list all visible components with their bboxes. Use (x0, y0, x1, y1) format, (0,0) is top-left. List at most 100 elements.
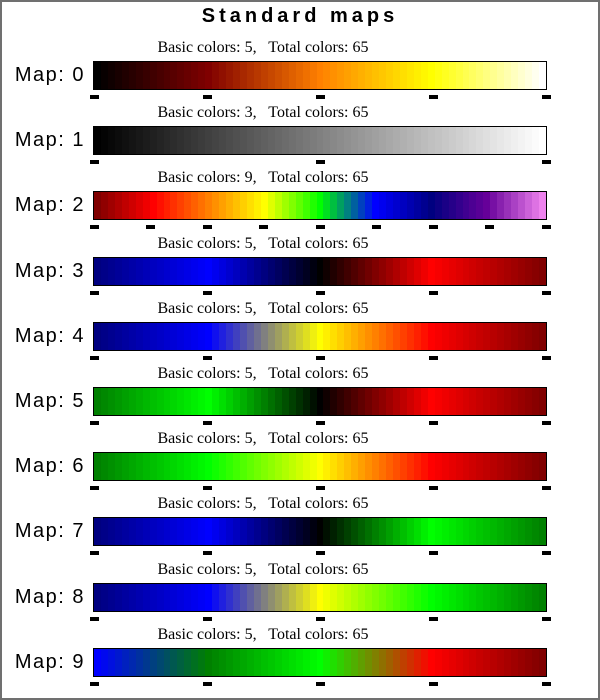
colormap-cell (219, 649, 227, 676)
colormap-cell (518, 518, 526, 545)
colormap-cell (337, 518, 345, 545)
colormap-cell (191, 518, 199, 545)
colormap-cell (323, 453, 331, 480)
colormap-cell (163, 323, 171, 350)
colormap-bar (93, 387, 547, 416)
colormap-cell (497, 453, 505, 480)
map-label: Map: 0 (14, 64, 85, 86)
colormap-cell (142, 192, 150, 219)
colormap-cell (253, 649, 261, 676)
colormap-cell (365, 323, 373, 350)
basic-color-tick (316, 551, 325, 555)
colormap-cell (483, 192, 491, 219)
colormap-cell (191, 258, 199, 285)
colormap-cell (476, 453, 484, 480)
colormap-cell (226, 62, 234, 89)
colormap-cell (469, 323, 477, 350)
colormap-cell (316, 518, 324, 545)
colormap-cell (100, 649, 108, 676)
colormap-cell (427, 388, 435, 415)
colormap-cell (330, 649, 338, 676)
colormap-cell (107, 584, 115, 611)
basic-color-tick (90, 682, 99, 686)
colormap-cell (351, 62, 359, 89)
colormap-cell (107, 649, 115, 676)
colormap-cell (149, 388, 157, 415)
colormap-cell (205, 649, 213, 676)
colormap-cell (497, 62, 505, 89)
colormap-cell (316, 649, 324, 676)
colormap-cell (323, 323, 331, 350)
colormap-cell (441, 388, 449, 415)
colormap-cell (344, 192, 352, 219)
colormap-cell (219, 584, 227, 611)
colormap-cell (532, 453, 539, 480)
colormap-cell (121, 649, 129, 676)
colormap-cell (309, 258, 317, 285)
colormap-cell (233, 388, 241, 415)
colormap-cell (191, 649, 199, 676)
basic-color-tick (429, 95, 438, 99)
map-caption: Basic colors: 5, Total colors: 65 (157, 365, 369, 382)
colormap-cell (240, 192, 247, 219)
colormap-cell (469, 518, 477, 545)
colormap-cell (253, 584, 261, 611)
colormap-cell (205, 127, 213, 154)
colormap-cell (532, 584, 539, 611)
colormap-cell (121, 258, 129, 285)
colormap-cell (107, 192, 115, 219)
colormap-cell (420, 453, 428, 480)
colormap-cell (135, 584, 143, 611)
colormap-cell (525, 649, 533, 676)
colormap-cell (274, 323, 282, 350)
colormap-cell (379, 323, 387, 350)
colormap-cell (358, 518, 366, 545)
basic-color-tick (316, 356, 325, 360)
colormap-cell (191, 192, 199, 219)
colormap-cell (260, 127, 268, 154)
colormap-cell (205, 453, 213, 480)
colormap-cell (497, 192, 505, 219)
colormap-cell (330, 62, 338, 89)
colormap-cell (288, 518, 296, 545)
colormap-cell (121, 192, 129, 219)
colormap-cell (413, 453, 421, 480)
colormap-cell (226, 518, 234, 545)
colormap-cell (163, 649, 171, 676)
colormap-cell (532, 62, 539, 89)
colormap-cell (274, 649, 282, 676)
colormap-cell (198, 518, 206, 545)
colormap-bar (93, 452, 547, 481)
colormap-cell (511, 127, 519, 154)
colormap-cell (441, 192, 449, 219)
colormap-cell (525, 388, 533, 415)
colormap-cell (490, 584, 498, 611)
colormap-cell (476, 649, 484, 676)
colormap-cell (302, 62, 310, 89)
colormap-cell (253, 192, 261, 219)
colormap-cell (288, 649, 296, 676)
colormap-cell (511, 323, 519, 350)
colormap-cell (114, 584, 122, 611)
colormap-cell (288, 62, 296, 89)
colormap-cell (434, 127, 442, 154)
colormap-cell (413, 323, 421, 350)
colormap-cell (532, 258, 539, 285)
colormap-cell (219, 258, 227, 285)
colormap-bar (93, 61, 547, 90)
colormap-cell (260, 323, 268, 350)
colormap-cell (413, 518, 421, 545)
colormap-cell (539, 192, 546, 219)
colormap-cell (504, 584, 512, 611)
colormap-cell (240, 323, 247, 350)
colormap-cell (253, 258, 261, 285)
colormap-cell (295, 388, 303, 415)
colormap-cell (365, 388, 373, 415)
basic-color-tick (429, 551, 438, 555)
colormap-cell (253, 62, 261, 89)
colormap-cell (100, 518, 108, 545)
colormap-cell (413, 584, 421, 611)
colormap-cell (233, 192, 241, 219)
colormap-cell (330, 584, 338, 611)
colormap-cell (392, 388, 400, 415)
